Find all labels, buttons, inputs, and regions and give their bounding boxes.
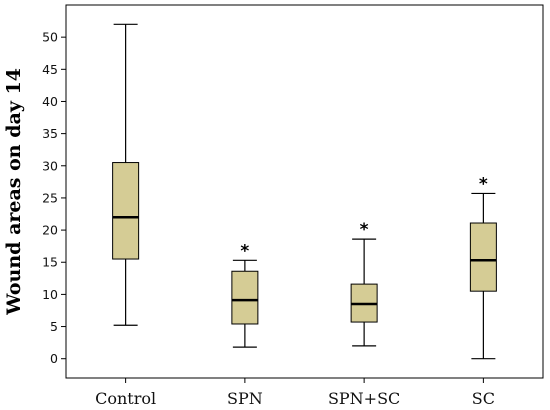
iqr-box (112, 162, 140, 260)
plot-frame (65, 4, 544, 379)
y-tick-label: 25 (42, 190, 58, 205)
y-tick-label: 45 (42, 62, 58, 77)
y-tick-label: 0 (50, 351, 58, 366)
y-tick-label: 5 (50, 319, 58, 334)
y-tick-label: 30 (42, 158, 58, 173)
iqr-box (231, 270, 259, 325)
x-category-label: SPN+SC (328, 389, 400, 408)
y-tick-label: 40 (42, 94, 58, 109)
x-category-label: Control (95, 389, 156, 408)
x-category-label: SPN (227, 389, 263, 408)
box-spn-sc: * (350, 220, 378, 347)
y-tick-label: 10 (42, 287, 58, 302)
boxes-group: * * * (112, 23, 497, 360)
box-sc: * (469, 174, 497, 360)
significance-star: * (240, 241, 249, 261)
y-axis: 0 5 10 15 20 25 30 35 40 45 50 (42, 30, 66, 366)
iqr-box (469, 222, 497, 292)
significance-star: * (479, 174, 488, 194)
y-tick-label: 20 (42, 223, 58, 238)
box-spn: * (231, 241, 259, 348)
y-tick-label: 50 (42, 30, 58, 45)
y-tick-label: 15 (42, 255, 58, 270)
significance-star: * (360, 220, 369, 240)
box-control (112, 23, 140, 326)
x-axis: Control SPN SPN+SC SC (95, 378, 495, 408)
x-category-label: SC (472, 389, 495, 408)
y-tick-label: 35 (42, 126, 58, 141)
y-axis-title: Wound areas on day 14 (3, 68, 25, 316)
